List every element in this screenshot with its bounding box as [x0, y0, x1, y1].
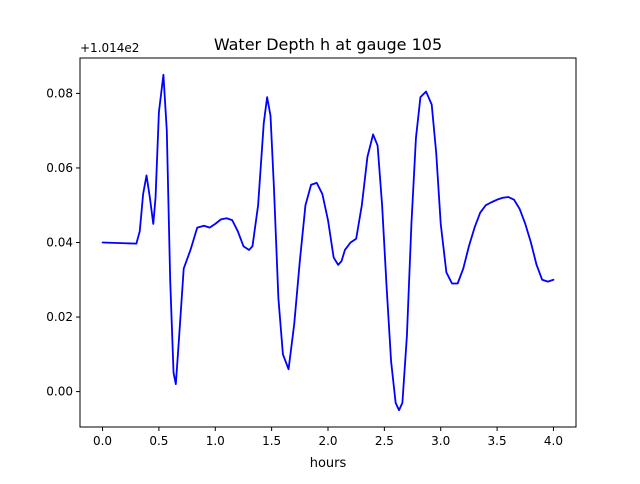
y-axis-offset-label: +1.014e2 — [80, 41, 139, 55]
x-tick-label: 3.0 — [431, 434, 450, 448]
x-tick-label: 0.0 — [93, 434, 112, 448]
y-tick-label: 0.06 — [46, 161, 73, 175]
plot-area: 0.0 0.5 1.0 1.5 2.0 2.5 3.0 3.5 4.0 0.00 0.02 0.04 0… — [46, 57, 577, 448]
y-tick-label: 0.02 — [46, 310, 73, 324]
x-tick-label: 0.5 — [149, 434, 168, 448]
x-tick-label: 3.5 — [488, 434, 507, 448]
x-tick-label: 1.0 — [206, 434, 225, 448]
x-tick-label: 1.5 — [262, 434, 281, 448]
chart-title: Water Depth h at gauge 105 — [214, 35, 442, 54]
x-axis-label: hours — [310, 456, 347, 471]
series-line-0 — [101, 73, 555, 412]
x-tick-label: 2.5 — [375, 434, 394, 448]
y-tick-label: 0.04 — [46, 236, 73, 250]
x-tick-label: 2.0 — [318, 434, 337, 448]
y-tick-label: 0.00 — [46, 385, 73, 399]
y-tick-label: 0.08 — [46, 86, 73, 100]
x-tick-label: 4.0 — [544, 434, 563, 448]
